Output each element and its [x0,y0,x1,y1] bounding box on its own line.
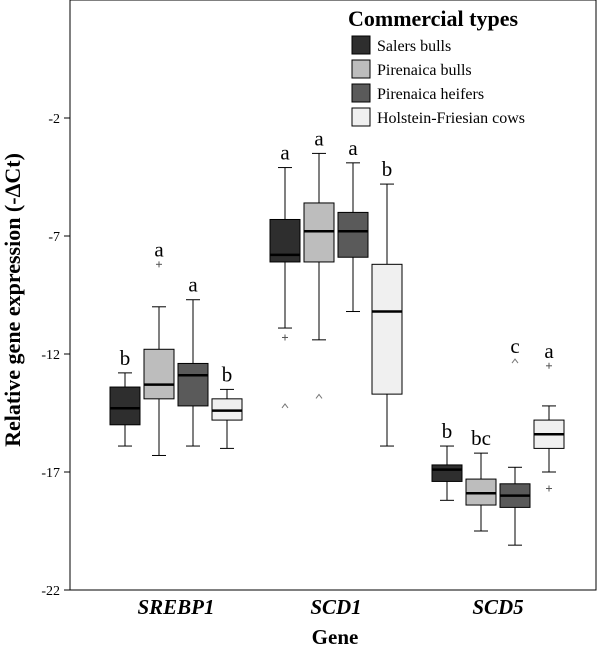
outlier-caret [281,403,289,409]
legend-swatch [351,83,371,103]
box-iqr [431,464,463,482]
box-scd5-0: b [431,419,463,501]
y-tick-label: -7 [48,230,60,245]
legend-label: Pirenaica heifers [377,86,484,103]
box-iqr [337,211,369,258]
y-tick-label: -22 [41,584,60,599]
significance-letter: bc [471,426,491,450]
legend-item: Pirenaica bulls [351,59,472,79]
legend-item: Holstein-Friesian cows [351,107,525,127]
x-axis-label: Gene [312,625,359,649]
significance-letter: a [348,136,358,160]
outlier-caret [315,393,323,399]
plot-frame [69,0,597,591]
outlier-plus [546,362,552,369]
legend-item: Salers bulls [351,35,451,55]
legend-swatch [351,107,371,127]
significance-letter: b [120,346,131,370]
legend: Commercial types Salers bulls Pirenaica b… [348,6,525,127]
legend-label: Pirenaica bulls [377,62,472,79]
y-tick-label: -12 [41,348,60,363]
x-tick-label: SCD1 [310,595,361,619]
significance-letter: a [188,273,198,297]
outlier-plus [282,334,288,341]
significance-letter: a [280,141,290,165]
box-scd5-2: c [499,334,531,546]
significance-letter: c [510,334,519,358]
legend-item: Pirenaica heifers [351,83,484,103]
box-group-scd5: b bc c a [431,334,565,546]
significance-letter: b [442,419,453,443]
significance-letter: b [222,362,233,386]
box-scd1-2: a [337,136,369,313]
outlier-caret [511,358,519,364]
box-srebp1-1: a [143,237,175,456]
box-scd1-1: a [303,126,335,399]
box-group-scd1: aa ab [269,126,403,447]
x-tick-label: SCD5 [472,595,523,619]
y-axis-label: Relative gene expression (-ΔCt) [0,153,25,447]
significance-letter: a [314,126,324,150]
outlier-plus [546,485,552,492]
x-axis-ticks: SREBP1 SCD1 SCD5 [137,595,523,619]
y-tick-label: -17 [41,466,60,481]
legend-title: Commercial types [348,6,518,31]
legend-label: Holstein-Friesian cows [377,110,525,127]
box-scd1-3: b [371,157,403,447]
y-axis-ticks: -22 -17 -12 -7 -2 [41,112,70,599]
box-srebp1-3: b [211,362,243,449]
box-iqr [177,362,209,407]
outlier-plus [156,261,162,268]
box-srebp1-2: a [177,273,209,447]
box-srebp1-0: b [109,346,141,447]
box-iqr [143,348,175,400]
box-iqr [109,386,141,426]
significance-letter: a [154,237,164,261]
legend-label: Salers bulls [377,38,451,55]
box-scd5-1: bc [465,426,497,532]
significance-letter: a [544,339,554,363]
box-scd5-3: a [533,339,565,492]
box-group-srebp1: b aa b [109,237,243,456]
box-scd1-0: a [269,141,301,409]
legend-swatch [351,35,371,55]
legend-swatch [351,59,371,79]
y-tick-label: -2 [48,112,60,127]
significance-letter: b [382,157,393,181]
box-iqr [371,263,403,395]
x-tick-label: SREBP1 [137,595,214,619]
